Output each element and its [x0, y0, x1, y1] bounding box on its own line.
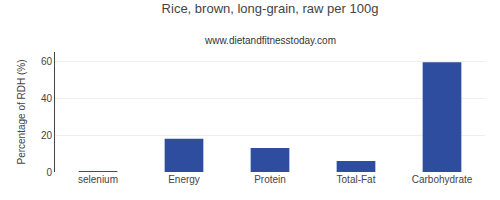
svg-text:Percentage of RDH (%): Percentage of RDH (%): [16, 59, 27, 164]
svg-text:60: 60: [41, 56, 53, 67]
svg-text:www.dietandfitnesstoday.com: www.dietandfitnesstoday.com: [204, 35, 336, 46]
svg-text:0: 0: [46, 167, 52, 178]
svg-text:Rice, brown, long-grain, raw p: Rice, brown, long-grain, raw per 100g: [162, 1, 379, 16]
svg-text:Protein: Protein: [254, 174, 286, 185]
svg-text:Total-Fat: Total-Fat: [337, 174, 376, 185]
svg-text:Carbohydrate: Carbohydrate: [412, 174, 473, 185]
svg-text:Energy: Energy: [168, 174, 200, 185]
svg-text:20: 20: [41, 130, 53, 141]
svg-text:selenium: selenium: [78, 174, 118, 185]
svg-text:40: 40: [41, 93, 53, 104]
